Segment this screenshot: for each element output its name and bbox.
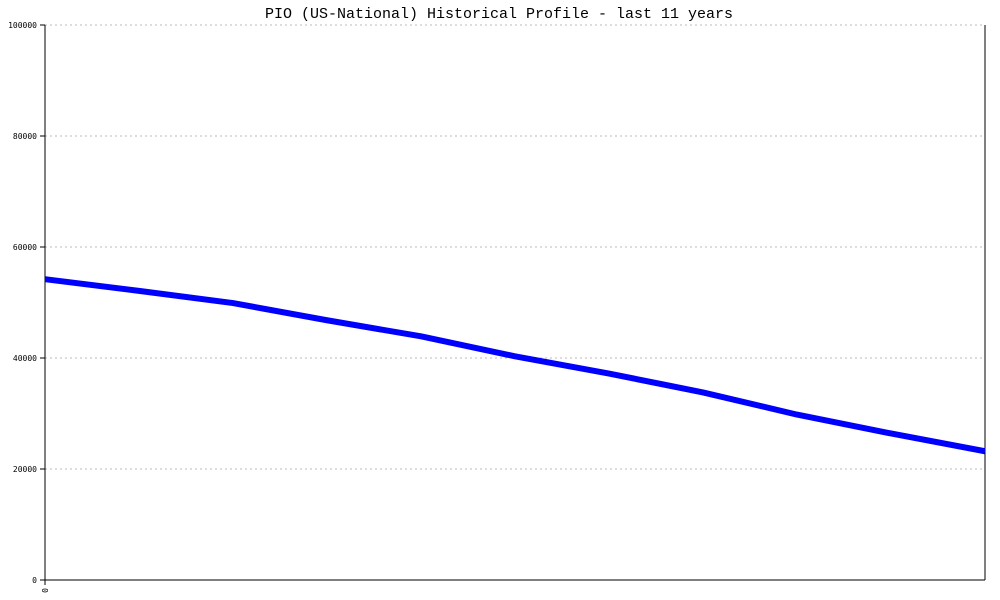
y-tick-label: 80000 (13, 132, 37, 141)
y-tick-label: 0 (32, 576, 37, 585)
y-tick-label: 100000 (8, 21, 37, 30)
series-line (44, 276, 986, 455)
y-tick-label: 60000 (13, 243, 37, 252)
y-tick-label: 20000 (13, 465, 37, 474)
x-tick-label: 0 (41, 588, 50, 593)
chart-title: PIO (US-National) Historical Profile - l… (265, 6, 733, 23)
y-tick-label: 40000 (13, 354, 37, 363)
